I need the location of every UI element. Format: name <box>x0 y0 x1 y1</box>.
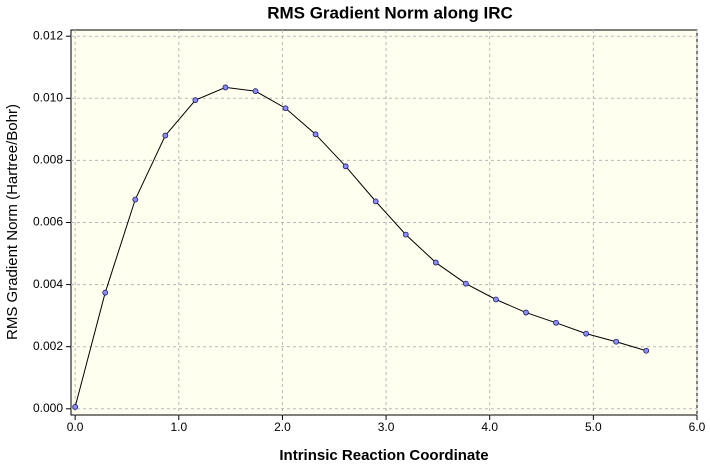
data-point <box>102 289 109 296</box>
data-point <box>252 88 259 95</box>
y-tick-label: 0.012 <box>33 28 63 42</box>
y-axis-label: RMS Gradient Norm (Hartree/Bohr) <box>4 104 21 340</box>
x-axis-label: Intrinsic Reaction Coordinate <box>279 447 488 464</box>
data-point <box>523 309 529 316</box>
x-tick-label: 2.0 <box>274 420 291 434</box>
y-tick-label: 0.000 <box>33 401 63 415</box>
data-point <box>192 97 199 104</box>
y-tick-label: 0.008 <box>33 153 63 167</box>
data-point <box>282 105 289 112</box>
y-tick-label: 0.004 <box>33 277 63 291</box>
y-tick-label: 0.010 <box>33 90 63 104</box>
data-point <box>432 259 439 266</box>
data-point <box>222 84 229 91</box>
x-tick-label: 6.0 <box>689 420 706 434</box>
data-point <box>553 319 559 326</box>
data-point <box>402 231 409 238</box>
data-point <box>312 131 319 138</box>
x-tick-label: 1.0 <box>170 420 187 434</box>
data-point <box>342 163 349 170</box>
chart-title: RMS Gradient Norm along IRC <box>267 3 513 22</box>
x-tick-label: 3.0 <box>378 420 395 434</box>
data-point <box>462 280 469 287</box>
x-tick-label: 0.0 <box>67 420 84 434</box>
data-point <box>613 338 620 345</box>
data-line <box>74 86 647 408</box>
data-point <box>372 198 379 205</box>
data-point <box>493 296 499 303</box>
data-point <box>162 132 169 139</box>
y-tick-label: 0.002 <box>33 339 63 353</box>
data-point <box>643 347 650 354</box>
x-tick-label: 5.0 <box>585 420 602 434</box>
x-tick-label: 4.0 <box>481 420 498 434</box>
data-point <box>72 404 79 410</box>
data-point <box>583 330 590 337</box>
data-point <box>132 196 139 203</box>
y-tick-label: 0.006 <box>33 215 63 229</box>
